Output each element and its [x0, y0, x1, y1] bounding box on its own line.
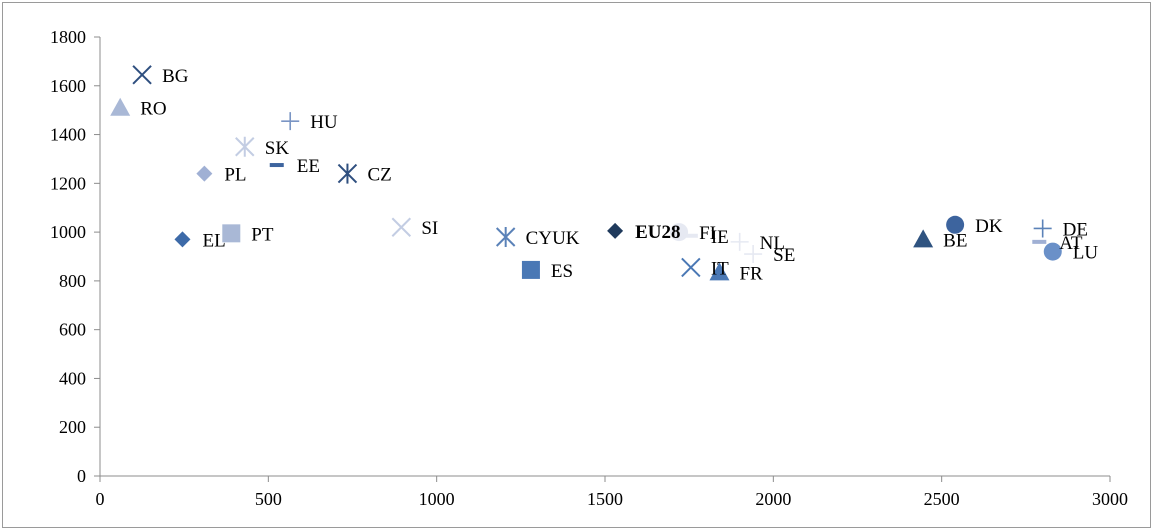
label-bg: BG [162, 66, 189, 87]
point-at [1032, 239, 1047, 244]
label-at: AT [1059, 233, 1083, 254]
x-tick-label: 3000 [1092, 489, 1128, 509]
x-tick-label: 2000 [755, 489, 791, 509]
point-si [391, 217, 412, 237]
y-tick-label: 0 [77, 466, 86, 486]
point-lu [1043, 242, 1062, 261]
point-sk [235, 136, 255, 157]
point-ee [269, 163, 284, 168]
label-cyuk: CYUK [526, 228, 580, 249]
label-pl: PL [224, 165, 246, 186]
label-it: IT [711, 258, 729, 279]
label-eu28: EU28 [635, 222, 680, 243]
label-hu: HU [310, 112, 338, 133]
y-tick-label: 1600 [50, 76, 86, 96]
data-points [110, 65, 1062, 281]
point-bg [132, 65, 152, 85]
label-be: BE [943, 230, 967, 251]
label-fi: FI [699, 223, 716, 244]
point-es [521, 260, 540, 279]
label-el: EL [202, 230, 225, 251]
label-fr: FR [739, 263, 763, 284]
y-tick-label: 1200 [50, 173, 86, 193]
axes: 0 200 400 600 800 1000 1200 1400 1600 1800 0 500 100… [50, 27, 1128, 509]
point-nl [730, 232, 749, 251]
point-dk [946, 215, 965, 234]
x-tick-label: 2500 [924, 489, 960, 509]
point-pt [222, 224, 241, 243]
y-tick-label: 1400 [50, 125, 86, 145]
y-tick-label: 800 [59, 271, 86, 291]
y-tick-label: 400 [59, 368, 86, 388]
point-fr [709, 262, 730, 281]
point-se [744, 245, 763, 264]
point-be [913, 229, 934, 248]
label-de: DE [1063, 219, 1088, 240]
x-tick-label: 0 [96, 489, 105, 509]
label-se: SE [773, 245, 795, 266]
label-lu: LU [1073, 243, 1099, 264]
point-de [1033, 219, 1052, 238]
label-es: ES [551, 261, 573, 282]
label-ro: RO [140, 99, 166, 120]
y-tick-label: 200 [59, 417, 86, 437]
label-si: SI [421, 218, 438, 239]
point-fi [670, 223, 689, 242]
x-tick-label: 500 [255, 489, 282, 509]
label-dk: DK [975, 216, 1003, 237]
point-eu28 [607, 222, 624, 239]
point-ro [110, 97, 131, 116]
label-pt: PT [251, 224, 274, 245]
label-sk: SK [265, 138, 290, 159]
y-tick-label: 600 [59, 320, 86, 340]
point-cz [337, 163, 358, 184]
point-hu [281, 112, 300, 131]
x-tick-label: 1500 [587, 489, 623, 509]
label-cz: CZ [367, 165, 391, 186]
point-pl [196, 165, 213, 182]
label-nl: NL [760, 233, 785, 254]
label-ee: EE [297, 156, 320, 177]
y-tick-label: 1800 [50, 27, 86, 47]
label-ie: IE [711, 227, 729, 248]
y-tick-label: 1000 [50, 222, 86, 242]
point-cyuk [495, 226, 516, 247]
x-tick-label: 1000 [419, 489, 455, 509]
point-el [174, 231, 191, 248]
point-it [681, 257, 701, 278]
point-ie [683, 233, 698, 238]
